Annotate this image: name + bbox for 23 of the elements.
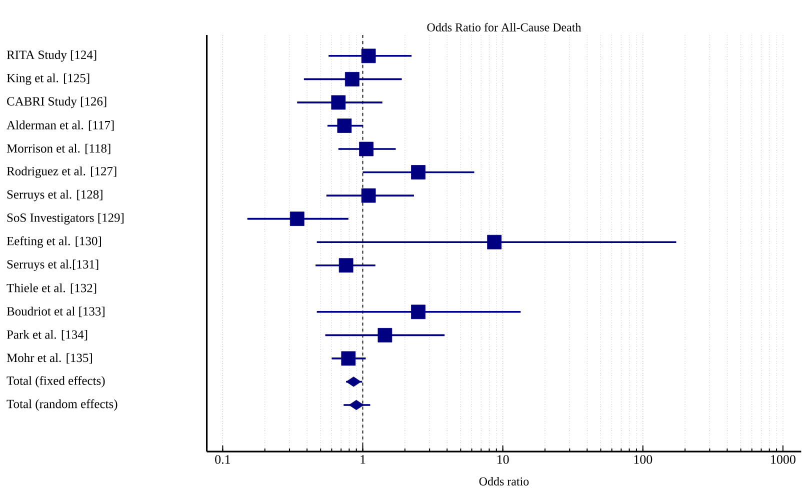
y-tick-label: Serruys et al.[131]: [7, 259, 98, 271]
chart-title: Odds Ratio for All-Cause Death: [427, 22, 582, 32]
x-tick-label: 1: [360, 454, 366, 464]
x-axis-title: Odds ratio: [479, 476, 529, 486]
x-tick-label: 100: [634, 454, 652, 464]
x-tick-label: 0.1: [215, 454, 230, 464]
y-tick-label: RITA Study [124]: [6, 50, 96, 62]
y-tick-label: Morrison et al. [118]: [6, 144, 110, 154]
y-tick-label: Alderman et al. [117]: [6, 120, 114, 131]
y-tick-label: Thiele et al. [132]: [6, 283, 96, 294]
y-tick-label: CABRI Study [126]: [7, 96, 106, 108]
y-tick-label: Total (fixed effects): [6, 376, 105, 388]
x-tick-label: 1000: [771, 454, 796, 464]
y-tick-label: Serruys et al. [128]: [7, 190, 102, 201]
y-tick-label: Park et al. [134]: [6, 330, 88, 340]
y-tick-label: Eefting et al. [130]: [6, 236, 101, 248]
y-tick-label: King et al. [125]: [6, 73, 90, 85]
y-tick-label: Rodriguez et al. [127]: [6, 166, 116, 178]
y-tick-label: Total (random effects): [6, 399, 118, 410]
y-tick-label: SoS Investigators [129]: [7, 212, 124, 224]
y-tick-label: Mohr et al. [135]: [6, 353, 92, 364]
x-tick-label: 10: [497, 454, 509, 464]
y-tick-label: Boudriot et al [133]: [6, 306, 104, 317]
